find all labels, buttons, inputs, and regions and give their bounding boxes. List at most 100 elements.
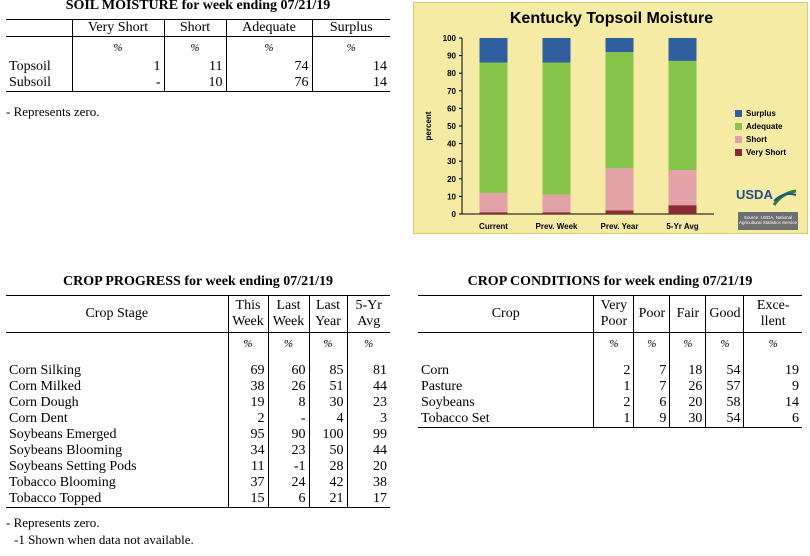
cell: 20 xyxy=(669,394,706,411)
unit-label: % xyxy=(593,332,634,355)
x-tick-label: Prev. Week xyxy=(536,222,579,231)
progress-header-stage: Crop Stage xyxy=(6,295,228,333)
cell: 7 xyxy=(633,362,670,379)
legend-label: Short xyxy=(746,135,767,144)
legend-swatch xyxy=(735,123,742,130)
progress-note-zero: - Represents zero. xyxy=(6,515,100,530)
bar-segment-very-short xyxy=(479,212,508,214)
row-label: Soybeans Setting Pods xyxy=(9,458,137,474)
cell: 44 xyxy=(346,378,390,395)
cell: 42 xyxy=(308,474,347,491)
bar-segment-adequate xyxy=(479,62,508,193)
cell: 34 xyxy=(227,442,268,459)
chart-title: Kentucky Topsoil Moisture xyxy=(509,10,714,27)
row-label: Soybeans Blooming xyxy=(9,442,123,458)
cell: 85 xyxy=(308,362,347,379)
cell: 2 xyxy=(227,410,268,427)
cell: 69 xyxy=(227,362,268,379)
table-row: Corn 2 7 18 54 19 xyxy=(418,362,802,379)
table-row: Pasture 1 7 26 57 9 xyxy=(418,378,802,395)
cell: 11 xyxy=(163,58,226,75)
cell: -1 xyxy=(267,458,309,475)
progress-header-last-year: Last Year xyxy=(308,295,347,333)
cell: 14 xyxy=(311,58,390,75)
cell: 6 xyxy=(743,410,802,428)
cell: 2 xyxy=(593,362,634,379)
legend-swatch xyxy=(735,136,742,143)
unit-blank xyxy=(6,333,228,355)
row-label: Subsoil xyxy=(6,74,72,92)
table-row: Soybeans 2 6 20 58 14 xyxy=(418,394,802,411)
row-label: Soybeans Emerged xyxy=(9,426,117,442)
table-row: Corn Dent 2-4 3 xyxy=(6,410,390,427)
soil-note: - Represents zero. xyxy=(6,104,100,119)
source-box: Source: USDA, National Agricultural Stat… xyxy=(738,212,798,230)
table-row: Corn Milked 38 26 51 44 xyxy=(6,378,390,395)
table-row: Tobacco Blooming 37 24 42 38 xyxy=(6,474,390,491)
row-label: Corn Dent xyxy=(9,410,68,426)
usda-logo: USDA xyxy=(736,187,798,231)
cell: 21 xyxy=(308,490,347,508)
bar-segment-adequate xyxy=(605,52,634,169)
y-tick-label: 0 xyxy=(452,210,457,219)
unit-blank xyxy=(418,333,594,355)
cell: 51 xyxy=(308,378,347,395)
x-tick-label: Current xyxy=(479,222,508,231)
topsoil-moisture-chart: Kentucky Topsoil Moisture 0 10 20 30 40 50 60 7… xyxy=(413,2,808,234)
bar-segment-short xyxy=(668,170,697,206)
cell: 19 xyxy=(743,362,802,379)
legend-swatch xyxy=(735,149,742,156)
cell: 3 xyxy=(346,410,390,427)
progress-header-avg: 5-Yr Avg xyxy=(346,295,390,333)
cell: 74 xyxy=(225,58,312,75)
cell: 2 xyxy=(593,394,634,411)
cell: 60 xyxy=(267,362,309,379)
cell: 9 xyxy=(743,378,802,395)
progress-header-this-week: This Week xyxy=(227,295,268,333)
table-row: Soybeans Setting Pods 11 -1 28 20 xyxy=(6,458,390,475)
bar-segment-short xyxy=(479,192,508,213)
cell: 14 xyxy=(311,74,390,92)
cell: 50 xyxy=(308,442,347,459)
row-label: Corn xyxy=(421,362,449,378)
unit-label: % xyxy=(743,332,802,355)
cell: 23 xyxy=(346,394,390,411)
legend-swatch xyxy=(735,110,742,117)
cell: 38 xyxy=(346,474,390,491)
y-tick-label: 70 xyxy=(447,87,456,96)
legend-label: Adequate xyxy=(746,122,783,131)
cell: 9 xyxy=(633,410,670,428)
y-axis-label: percent xyxy=(424,111,433,140)
cell: 10 xyxy=(163,74,226,92)
cell: 8 xyxy=(267,394,309,411)
conditions-header-excellent: Exce-llent xyxy=(743,295,802,333)
unit-label: % xyxy=(633,332,670,355)
cell: 28 xyxy=(308,458,347,475)
unit-label: % xyxy=(225,36,312,59)
legend-label: Very Short xyxy=(746,148,787,157)
x-tick-label: Prev. Year xyxy=(601,222,639,231)
bar-segment-surplus xyxy=(668,38,697,61)
cell: 19 xyxy=(227,394,268,411)
soil-moisture-table: Very Short Short Adequate Surplus % % % … xyxy=(6,19,390,92)
cell: 81 xyxy=(346,362,390,379)
soil-header-blank xyxy=(6,19,72,37)
cell: 30 xyxy=(308,394,347,411)
unit-label: % xyxy=(308,332,347,355)
cell: 76 xyxy=(225,74,312,92)
table-row: Soybeans Blooming 34 23 50 44 xyxy=(6,442,390,459)
unit-label: % xyxy=(669,332,706,355)
bar-segment-very-short xyxy=(605,210,634,214)
row-label: Pasture xyxy=(421,378,463,394)
table-row: Subsoil - 10 76 14 xyxy=(6,74,390,92)
cell: 18 xyxy=(669,362,706,379)
table-row: Corn Silking 69 60 85 81 xyxy=(6,362,390,379)
table-row: Corn Dough 19 8 30 23 xyxy=(6,394,390,411)
conditions-header-crop: Crop xyxy=(418,295,594,333)
soil-header-surplus: Surplus xyxy=(311,19,390,37)
usda-logo-mark xyxy=(772,189,797,206)
cell: 38 xyxy=(227,378,268,395)
conditions-header-poor: Poor xyxy=(633,295,670,333)
unit-label: % xyxy=(311,36,390,59)
legend-label: Surplus xyxy=(746,109,776,118)
